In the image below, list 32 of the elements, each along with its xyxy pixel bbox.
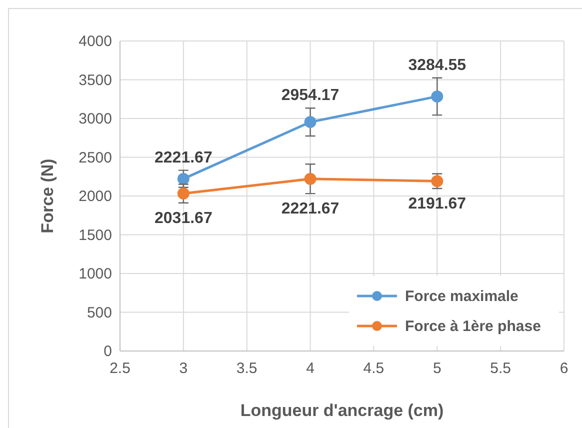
data-label: 2031.67 [154,210,212,227]
y-tick-label: 3000 [78,110,112,128]
x-tick-label: 5 [432,360,442,377]
x-tick-label: 2.5 [110,360,130,377]
point [431,90,444,102]
legend-label: Force à 1ère phase [405,318,541,335]
y-axis-title: Force (N) [38,158,57,234]
point [177,188,190,200]
x-tick-label: 4 [306,360,314,377]
y-tick-label: 2000 [78,188,112,205]
x-tick-label: 4.5 [363,360,384,377]
y-tick-label: 0 [104,343,112,360]
data-label: 2221.67 [281,200,340,218]
x-axis-title: Longueur d'ancrage (cm) [240,401,444,420]
y-tick-label: 4000 [78,33,112,50]
legend-label: Force maximale [405,288,518,305]
y-tick-label: 1000 [78,266,112,282]
data-label: 2221.67 [154,149,212,166]
point [304,172,316,185]
data-label: 3284.55 [408,56,466,74]
y-tick-label: 1500 [78,226,112,244]
x-tick-label: 5.5 [490,360,511,377]
data-label: 2191.67 [408,196,466,213]
x-tick-label: 3.5 [236,360,258,377]
y-tick-label: 3500 [78,72,112,89]
y-tick-label: 500 [86,304,112,322]
point [177,172,190,185]
x-tick-label: 3 [179,360,188,377]
data-label: 2954.17 [281,87,340,104]
point [304,116,316,128]
x-tick-label: 6 [560,360,568,377]
y-tick-label: 2500 [78,149,112,166]
